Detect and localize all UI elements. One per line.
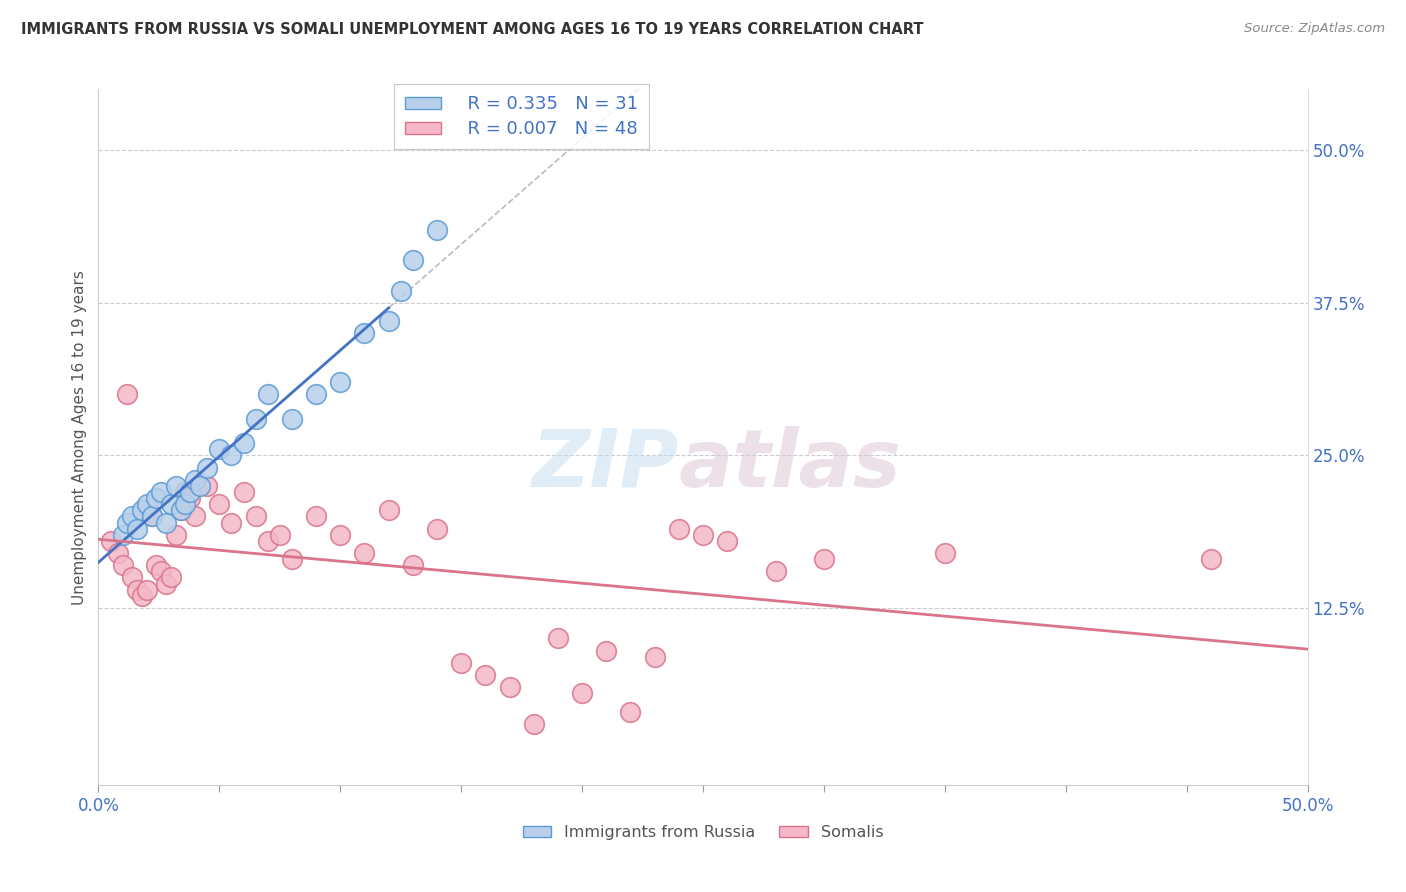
Y-axis label: Unemployment Among Ages 16 to 19 years: Unemployment Among Ages 16 to 19 years [72, 269, 87, 605]
Point [256, 387, 278, 401]
Text: IMMIGRANTS FROM RUSSIA VS SOMALI UNEMPLOYMENT AMONG AGES 16 TO 19 YEARS CORRELAT: IMMIGRANTS FROM RUSSIA VS SOMALI UNEMPLO… [21, 22, 924, 37]
Point [195, 479, 218, 493]
Point [150, 485, 173, 500]
Text: atlas: atlas [679, 425, 901, 504]
Point [595, 643, 617, 657]
Point [184, 509, 207, 524]
Point [155, 576, 177, 591]
Point [619, 705, 641, 719]
Point [450, 656, 472, 670]
Point [644, 649, 666, 664]
Point [245, 509, 267, 524]
Point [169, 503, 191, 517]
Point [221, 516, 243, 530]
Point [523, 717, 546, 731]
Point [165, 479, 187, 493]
Point [402, 558, 425, 573]
Point [547, 632, 569, 646]
Point [353, 546, 375, 560]
Point [232, 436, 254, 450]
Point [135, 582, 157, 597]
Point [135, 497, 157, 511]
Point [208, 442, 231, 457]
Point [389, 284, 412, 298]
Point [765, 565, 787, 579]
Text: Source: ZipAtlas.com: Source: ZipAtlas.com [1244, 22, 1385, 36]
Point [426, 522, 449, 536]
Point [179, 491, 201, 505]
Point [127, 582, 149, 597]
Point [145, 558, 167, 573]
Point [245, 411, 267, 425]
Point [169, 503, 191, 517]
Point [571, 686, 593, 700]
Point [141, 509, 163, 524]
Point [305, 509, 328, 524]
Point [131, 589, 153, 603]
Point [160, 570, 183, 584]
Point [377, 503, 399, 517]
Point [281, 411, 304, 425]
Point [165, 527, 187, 541]
Point [155, 516, 177, 530]
Point [221, 449, 243, 463]
Point [160, 497, 183, 511]
Point [188, 479, 211, 493]
Point [232, 485, 254, 500]
Point [179, 485, 201, 500]
Point [121, 509, 143, 524]
Point [107, 546, 129, 560]
Point [195, 460, 218, 475]
Point [256, 533, 278, 548]
Point [305, 387, 328, 401]
Point [1199, 552, 1222, 566]
Point [668, 522, 690, 536]
Point [150, 565, 173, 579]
Point [813, 552, 835, 566]
Point [329, 527, 352, 541]
Point [174, 485, 197, 500]
Point [141, 509, 163, 524]
Point [117, 387, 139, 401]
Point [127, 522, 149, 536]
Point [692, 527, 714, 541]
Point [100, 533, 122, 548]
Point [208, 497, 231, 511]
Text: ZIP: ZIP [531, 425, 679, 504]
Point [174, 497, 197, 511]
Point [426, 222, 449, 236]
Point [131, 503, 153, 517]
Point [184, 473, 207, 487]
Point [117, 516, 139, 530]
Point [111, 527, 134, 541]
Point [353, 326, 375, 341]
Point [121, 570, 143, 584]
Point [402, 253, 425, 268]
Point [377, 314, 399, 328]
Point [281, 552, 304, 566]
Point [111, 558, 134, 573]
Legend: Immigrants from Russia, Somalis: Immigrants from Russia, Somalis [516, 819, 890, 847]
Point [145, 491, 167, 505]
Point [474, 668, 496, 682]
Point [716, 533, 738, 548]
Point [269, 527, 291, 541]
Point [498, 681, 520, 695]
Point [934, 546, 956, 560]
Point [329, 375, 352, 389]
